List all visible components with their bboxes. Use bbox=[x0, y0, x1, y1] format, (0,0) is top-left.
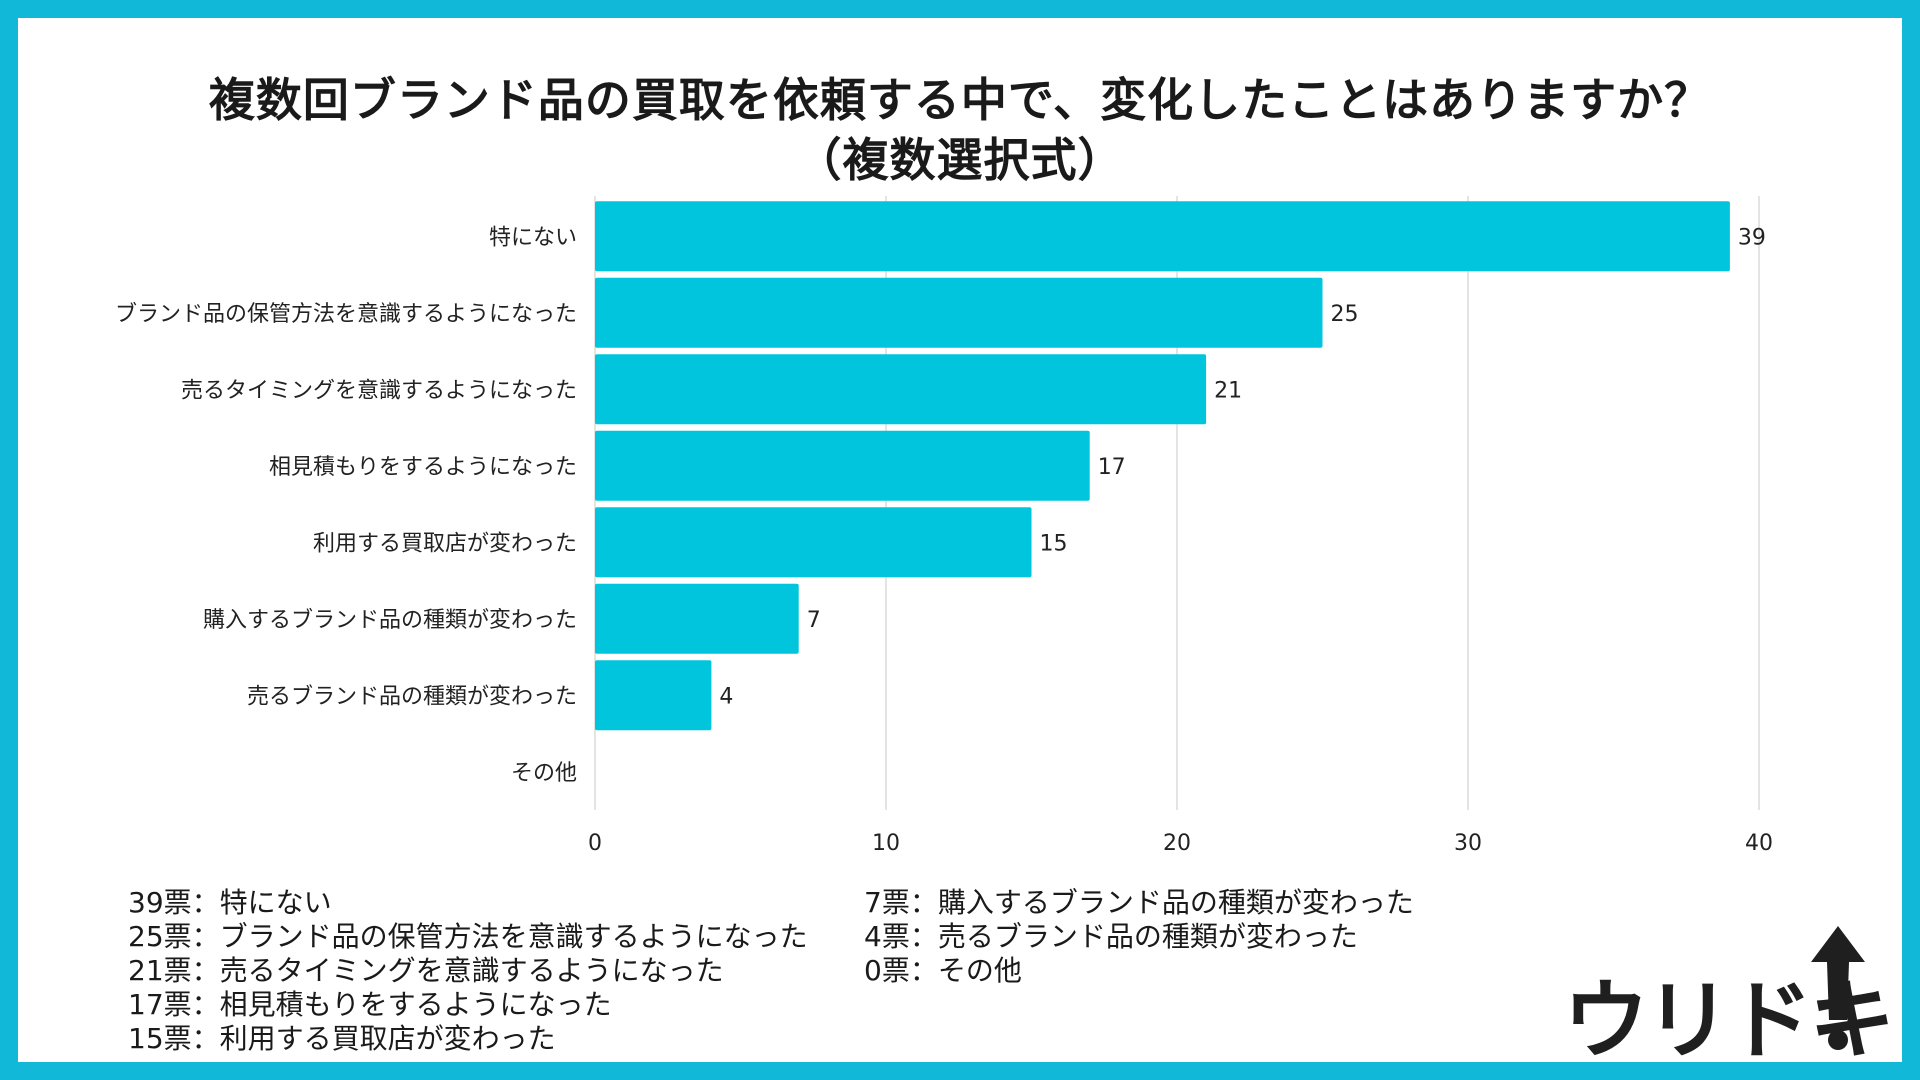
x-tick-label: 0 bbox=[588, 831, 602, 856]
y-category-label: 売るタイミングを意識するようになった bbox=[181, 378, 577, 403]
y-category-label: 購入するブランド品の種類が変わった bbox=[203, 608, 577, 633]
legend-item: 21票：売るタイミングを意識するようになった bbox=[128, 954, 724, 987]
x-tick-label: 40 bbox=[1745, 831, 1773, 856]
bar-value-label: 4 bbox=[719, 684, 733, 709]
y-category-label: 売るブランド品の種類が変わった bbox=[247, 684, 577, 709]
bar bbox=[595, 660, 712, 731]
y-category-label: 相見積もりをするようになった bbox=[269, 455, 577, 480]
legend-item: 15票：利用する買取店が変わった bbox=[128, 1022, 556, 1055]
legend-right: 7票：購入するブランド品の種類が変わった 4票：売るブランド品の種類が変わった … bbox=[864, 886, 1414, 988]
y-category-label: その他 bbox=[511, 761, 577, 786]
bar-value-label: 25 bbox=[1331, 302, 1359, 327]
uridoki-logo: ウリドキ bbox=[1563, 918, 1895, 1071]
legend-item: 39票：特にない bbox=[128, 886, 332, 919]
exclamation-arrow-icon bbox=[1811, 926, 1865, 1050]
legend-item: 0票：その他 bbox=[864, 954, 1022, 987]
bar bbox=[595, 507, 1032, 578]
bar-value-label: 15 bbox=[1040, 531, 1068, 556]
bar-value-label: 21 bbox=[1214, 378, 1242, 403]
bar bbox=[595, 430, 1090, 501]
chart-title: 複数回ブランド品の買取を依頼する中で、変化したことはありますか？ （複数選択式） bbox=[18, 70, 1902, 190]
x-tick-label: 20 bbox=[1163, 831, 1191, 856]
bar-chart: 0 10 20 30 40 39 特にない 25 ブランド品の保管方法を意識するようになった 21… bbox=[115, 196, 1773, 856]
legend-left: 39票：特にない 25票：ブランド品の保管方法を意識するようになった 21票：売… bbox=[128, 886, 808, 1056]
legend-item: 7票：購入するブランド品の種類が変わった bbox=[864, 886, 1414, 919]
x-tick-label: 30 bbox=[1454, 831, 1482, 856]
y-category-label: 利用する買取店が変わった bbox=[313, 531, 577, 556]
x-tick-label: 10 bbox=[872, 831, 900, 856]
y-category-label: ブランド品の保管方法を意識するようになった bbox=[115, 302, 577, 327]
y-category-label: 特にない bbox=[489, 225, 577, 250]
legend-item: 4票：売るブランド品の種類が変わった bbox=[864, 920, 1358, 953]
chart-title-line1: 複数回ブランド品の買取を依頼する中で、変化したことはありますか？ bbox=[208, 73, 1712, 127]
chart-card: 複数回ブランド品の買取を依頼する中で、変化したことはありますか？ （複数選択式）… bbox=[18, 18, 1902, 1071]
bar-value-label: 7 bbox=[807, 608, 821, 633]
bar-value-label: 39 bbox=[1738, 225, 1766, 250]
bar bbox=[595, 583, 799, 654]
bar bbox=[595, 201, 1730, 272]
bar bbox=[595, 277, 1323, 348]
chart-title-line2: （複数選択式） bbox=[795, 133, 1125, 187]
legend-item: 17票：相見積もりをするようになった bbox=[128, 988, 612, 1021]
legend-item: 25票：ブランド品の保管方法を意識するようになった bbox=[128, 920, 808, 953]
bar bbox=[595, 354, 1207, 425]
bar-value-label: 17 bbox=[1098, 455, 1126, 480]
